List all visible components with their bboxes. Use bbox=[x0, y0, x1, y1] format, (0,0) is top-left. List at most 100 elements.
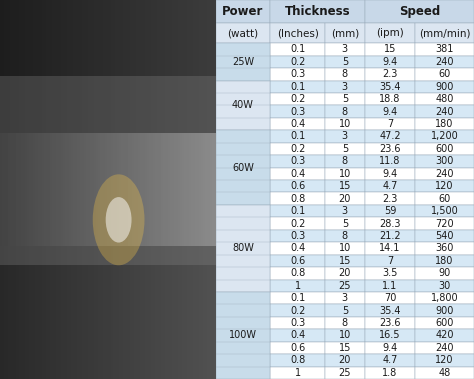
Bar bbox=[325, 366, 365, 379]
Bar bbox=[365, 80, 415, 93]
Bar bbox=[415, 279, 474, 292]
Text: 5: 5 bbox=[342, 94, 348, 104]
Text: 0.3: 0.3 bbox=[290, 69, 305, 79]
Bar bbox=[365, 130, 415, 143]
Bar bbox=[270, 118, 325, 130]
Bar bbox=[365, 168, 415, 180]
Bar bbox=[325, 80, 365, 93]
Text: 0.1: 0.1 bbox=[290, 82, 305, 92]
Text: 3: 3 bbox=[342, 82, 348, 92]
Text: 25: 25 bbox=[338, 368, 351, 378]
Text: (ipm): (ipm) bbox=[376, 28, 404, 38]
Bar bbox=[325, 68, 365, 80]
Text: 80W: 80W bbox=[232, 243, 254, 254]
Bar bbox=[270, 205, 325, 217]
Text: 8: 8 bbox=[342, 69, 348, 79]
Bar bbox=[270, 105, 325, 118]
Text: 3: 3 bbox=[342, 293, 348, 303]
Bar bbox=[216, 80, 270, 130]
Text: 11.8: 11.8 bbox=[379, 157, 401, 166]
Text: 60: 60 bbox=[438, 194, 451, 204]
Text: 0.2: 0.2 bbox=[290, 57, 305, 67]
Bar bbox=[365, 205, 415, 217]
Bar bbox=[415, 155, 474, 168]
Bar bbox=[365, 279, 415, 292]
Bar bbox=[415, 105, 474, 118]
Bar bbox=[415, 342, 474, 354]
Text: 420: 420 bbox=[435, 330, 454, 340]
Text: 480: 480 bbox=[436, 94, 454, 104]
Bar bbox=[0, 246, 216, 379]
Text: 360: 360 bbox=[436, 243, 454, 254]
Text: 40W: 40W bbox=[232, 100, 254, 110]
Text: 0.3: 0.3 bbox=[290, 231, 305, 241]
Bar bbox=[415, 354, 474, 366]
Text: 0.8: 0.8 bbox=[290, 194, 305, 204]
Text: 18.8: 18.8 bbox=[379, 94, 401, 104]
Text: 180: 180 bbox=[436, 256, 454, 266]
Bar bbox=[415, 230, 474, 242]
Bar bbox=[325, 292, 365, 304]
Text: 240: 240 bbox=[435, 343, 454, 353]
Text: 4.7: 4.7 bbox=[383, 356, 398, 365]
Text: 0.6: 0.6 bbox=[290, 343, 305, 353]
Text: 240: 240 bbox=[435, 106, 454, 117]
Text: 0.3: 0.3 bbox=[290, 106, 305, 117]
Text: 35.4: 35.4 bbox=[379, 82, 401, 92]
Bar bbox=[415, 130, 474, 143]
Bar bbox=[415, 329, 474, 342]
Bar bbox=[365, 366, 415, 379]
Text: 3: 3 bbox=[342, 132, 348, 141]
Bar bbox=[415, 304, 474, 317]
Bar bbox=[415, 56, 474, 68]
Bar bbox=[270, 143, 325, 155]
Text: 7: 7 bbox=[387, 119, 393, 129]
Text: 21.2: 21.2 bbox=[379, 231, 401, 241]
Text: 0.4: 0.4 bbox=[290, 169, 305, 179]
Text: 8: 8 bbox=[342, 157, 348, 166]
Bar bbox=[270, 43, 325, 56]
Bar bbox=[415, 143, 474, 155]
Text: 0.2: 0.2 bbox=[290, 305, 305, 316]
Bar bbox=[415, 366, 474, 379]
Bar bbox=[415, 292, 474, 304]
Text: 10: 10 bbox=[339, 119, 351, 129]
Text: 720: 720 bbox=[435, 219, 454, 229]
Text: 25: 25 bbox=[338, 281, 351, 291]
Bar bbox=[270, 155, 325, 168]
Text: 9.4: 9.4 bbox=[383, 106, 398, 117]
Text: 9.4: 9.4 bbox=[383, 57, 398, 67]
Text: 59: 59 bbox=[384, 206, 396, 216]
Text: 100W: 100W bbox=[229, 330, 257, 340]
Text: 0.6: 0.6 bbox=[290, 256, 305, 266]
Bar bbox=[365, 217, 415, 230]
Text: 900: 900 bbox=[436, 82, 454, 92]
Bar bbox=[365, 329, 415, 342]
Text: 0.4: 0.4 bbox=[290, 330, 305, 340]
Text: 5: 5 bbox=[342, 305, 348, 316]
Text: 300: 300 bbox=[436, 157, 454, 166]
Text: 0.1: 0.1 bbox=[290, 293, 305, 303]
Bar bbox=[270, 304, 325, 317]
Text: 60: 60 bbox=[438, 69, 451, 79]
Bar bbox=[325, 354, 365, 366]
Bar bbox=[365, 342, 415, 354]
Text: 15: 15 bbox=[384, 44, 396, 55]
Bar bbox=[0, 76, 216, 265]
Bar bbox=[365, 304, 415, 317]
Text: 0.2: 0.2 bbox=[290, 94, 305, 104]
Bar bbox=[365, 43, 415, 56]
Text: 7: 7 bbox=[387, 256, 393, 266]
Text: 23.6: 23.6 bbox=[379, 318, 401, 328]
Bar bbox=[270, 68, 325, 80]
Text: Power: Power bbox=[222, 5, 264, 18]
Bar bbox=[325, 317, 365, 329]
Text: (mm/min): (mm/min) bbox=[419, 28, 470, 38]
Text: 240: 240 bbox=[435, 169, 454, 179]
Text: 28.3: 28.3 bbox=[379, 219, 401, 229]
Bar bbox=[415, 93, 474, 105]
Bar bbox=[270, 342, 325, 354]
Text: Thickness: Thickness bbox=[285, 5, 350, 18]
Text: 1,500: 1,500 bbox=[431, 206, 458, 216]
Bar bbox=[270, 230, 325, 242]
